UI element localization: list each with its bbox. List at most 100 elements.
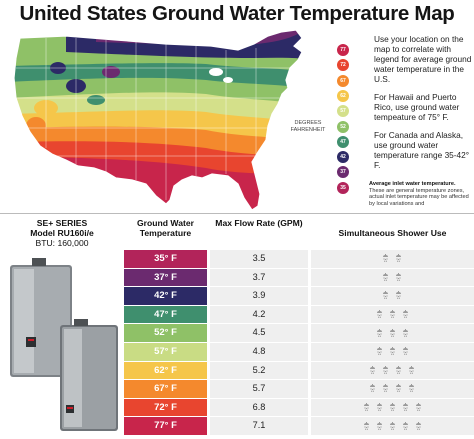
flow-rate-cell: 4.8 (210, 343, 308, 361)
temperature-cell: 77° F (124, 417, 207, 435)
flow-rate-cell: 3.5 (210, 250, 308, 268)
flow-rate-cell: 4.5 (210, 324, 308, 342)
temperature-cell: 42° F (124, 287, 207, 305)
table-row: 42° F 3.9 (124, 287, 474, 305)
us-temperature-map[interactable] (6, 28, 336, 216)
shower-head-icon (381, 365, 391, 375)
flow-rate-cell: 3.9 (210, 287, 308, 305)
shower-head-icon (375, 310, 385, 319)
legend-swatch-57: 57 (337, 105, 349, 118)
column-header-temperature: Ground Water Temperature (137, 218, 194, 238)
degrees-fahrenheit-label: DEGREES FAHRENHEIT (290, 120, 326, 133)
shower-head-icon (407, 365, 417, 375)
shower-head-icon (368, 384, 378, 393)
temperature-cell: 57° F (124, 343, 207, 361)
shower-head-icon (414, 421, 424, 431)
shower-use-cell (311, 380, 474, 398)
shower-head-icon (407, 384, 417, 393)
shower-use-cell (311, 287, 474, 305)
column-header-shower: Simultaneous Shower Use (338, 228, 447, 238)
table-row: 72° F 6.8 (124, 398, 474, 417)
average-inlet-note: Average inlet water temperature. These a… (369, 181, 472, 207)
table-row: 57° F 4.8 (124, 343, 474, 361)
us-map-graphic (13, 29, 303, 211)
shower-head-icon (401, 421, 411, 431)
shower-head-icon (388, 403, 398, 412)
btu-rating: BTU: 160,000 (35, 238, 89, 248)
location-note: Use your location on the map to correlat… (374, 34, 472, 84)
shower-head-icon (375, 328, 385, 338)
shower-head-icon (362, 421, 372, 431)
shower-head-icon (414, 403, 424, 412)
shower-use-cell (311, 305, 474, 324)
shower-head-icon (394, 272, 404, 282)
shower-use-cell (311, 268, 474, 287)
table-row: 37° F 3.7 (124, 268, 474, 287)
table-row: 52° F 4.5 (124, 324, 474, 342)
shower-head-icon (394, 291, 404, 300)
average-inlet-title: Average inlet water temperature. (369, 181, 456, 187)
table-row: 67° F 5.7 (124, 380, 474, 398)
shower-head-icon (381, 384, 391, 393)
shower-use-cell (311, 343, 474, 361)
legend-swatch-42: 42 (337, 151, 349, 164)
hawaii-note: For Hawaii and Puerto Rico, use ground w… (374, 92, 460, 122)
shower-head-icon (388, 421, 398, 431)
table-row: 62° F 5.2 (124, 361, 474, 380)
shower-head-icon (401, 403, 411, 412)
series-name: SE+ SERIES (36, 218, 88, 228)
water-heater-image (4, 255, 122, 435)
temperature-cell: 37° F (124, 268, 207, 287)
shower-head-icon (388, 310, 398, 319)
shower-head-icon (381, 291, 391, 300)
legend-swatch-77: 77 (337, 44, 349, 56)
shower-head-icon (394, 254, 404, 263)
model-name: Model RU160i/e (30, 228, 94, 238)
column-header-flow: Max Flow Rate (GPM) (215, 218, 303, 228)
shower-head-icon (375, 421, 385, 431)
canada-note: For Canada and Alaska, use ground water … (374, 130, 470, 170)
shower-head-icon (381, 254, 391, 263)
legend-swatch-37: 37 (337, 166, 349, 179)
temperature-legend: 77 72 67 62 57 52 47 42 37 35 (337, 44, 351, 196)
shower-use-cell (311, 324, 474, 342)
shower-head-icon (375, 347, 385, 356)
flow-rate-cell: 4.2 (210, 305, 308, 324)
legend-swatch-52: 52 (337, 120, 349, 133)
table-row: 47° F 4.2 (124, 305, 474, 324)
shower-use-cell (311, 361, 474, 380)
legend-swatch-62: 62 (337, 89, 349, 102)
shower-head-icon (375, 403, 385, 412)
flow-rate-cell: 6.8 (210, 398, 308, 417)
shower-use-cell (311, 417, 474, 435)
temperature-cell: 67° F (124, 380, 207, 398)
shower-use-cell (311, 250, 474, 268)
shower-head-icon (394, 384, 404, 393)
temperature-cell: 72° F (124, 398, 207, 417)
legend-swatch-67: 67 (337, 74, 349, 87)
shower-head-icon (401, 347, 411, 356)
legend-swatch-72: 72 (337, 59, 349, 72)
shower-use-cell (311, 398, 474, 417)
shower-head-icon (381, 272, 391, 282)
legend-swatch-47: 47 (337, 135, 349, 148)
table-row: 35° F 3.5 (124, 250, 474, 268)
flow-rate-cell: 5.7 (210, 380, 308, 398)
legend-swatch-35: 35 (337, 181, 349, 194)
page-title: United States Ground Water Temperature M… (19, 2, 455, 25)
temperature-cell: 52° F (124, 324, 207, 342)
shower-head-icon (362, 403, 372, 412)
flow-rate-cell: 7.1 (210, 417, 308, 435)
temperature-cell: 35° F (124, 250, 207, 268)
shower-head-icon (394, 365, 404, 375)
section-divider (0, 213, 474, 214)
temperature-cell: 47° F (124, 305, 207, 324)
shower-head-icon (388, 328, 398, 338)
average-inlet-body: These are general temperature zones, act… (369, 187, 469, 207)
product-info: SE+ SERIES Model RU160i/e BTU: 160,000 (2, 218, 122, 248)
table-row: 77° F 7.1 (124, 417, 474, 435)
shower-head-icon (401, 310, 411, 319)
flow-rate-cell: 5.2 (210, 361, 308, 380)
shower-head-icon (368, 365, 378, 375)
shower-head-icon (388, 347, 398, 356)
